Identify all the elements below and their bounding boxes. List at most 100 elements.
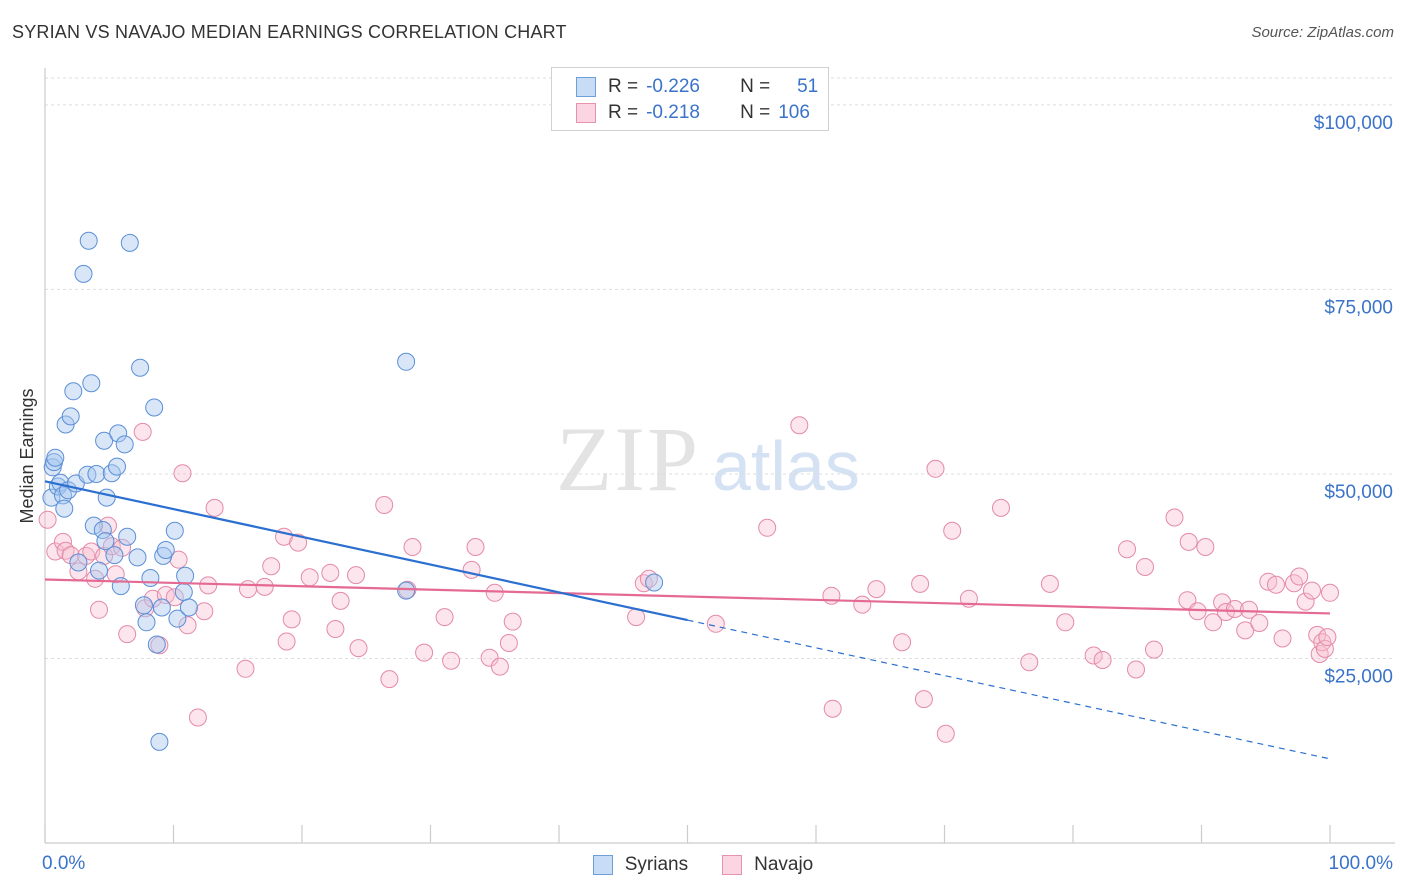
legend-n-label: N = [740, 102, 771, 123]
navajo-point [188, 708, 207, 727]
syrians-point [131, 358, 150, 377]
syrians-point [645, 573, 664, 592]
syrians-points [42, 231, 664, 751]
axis-labels: $25,000 $50,000 $75,000 $100,000 0.0% 100.0% M… [17, 113, 1393, 874]
navajo-point [1303, 581, 1321, 600]
syrians-point [111, 577, 130, 596]
navajo-point [822, 586, 841, 605]
syrians-point [145, 398, 164, 417]
navajo-point [992, 498, 1010, 517]
syrians-point [134, 596, 153, 615]
series-legend-syrians[interactable]: Syrians [592, 854, 688, 876]
navajo-point [61, 546, 80, 565]
legend-r-label: R = [608, 102, 639, 123]
syrians-point [128, 548, 147, 567]
navajo-point [706, 614, 725, 633]
navajo-point [1093, 651, 1112, 669]
navajo-point [205, 498, 224, 517]
syrians-point [95, 431, 114, 450]
navajo-point [86, 569, 105, 588]
navajo-point [1318, 628, 1337, 647]
navajo-point [90, 600, 108, 619]
syrians-point [115, 435, 134, 454]
syrians-point [90, 561, 108, 580]
navajo-point [926, 459, 945, 478]
navajo-point [790, 416, 809, 435]
navajo-point [173, 464, 192, 483]
navajo-point [1136, 558, 1154, 576]
navajo-point [380, 670, 399, 689]
navajo-point [255, 577, 274, 596]
navajo-point [914, 690, 933, 709]
navajo-point [435, 608, 454, 627]
syrians-point [78, 465, 97, 484]
navajo-point [1118, 540, 1136, 559]
navajo-point [853, 595, 872, 614]
chart-title: SYRIAN VS NAVAJO MEDIAN EARNINGS CORRELA… [12, 22, 567, 42]
syrians-point [82, 374, 101, 393]
grid-lines [45, 77, 1395, 659]
navajo-point [1196, 538, 1215, 556]
syrians-point [118, 527, 137, 546]
syrians-point [74, 264, 93, 283]
syrians-trend-extension [687, 619, 1331, 760]
navajo-point [943, 521, 962, 540]
navajo-point [199, 576, 218, 595]
navajo-point [1310, 645, 1329, 663]
navajo-point [133, 422, 152, 441]
navajo-point [1296, 592, 1315, 611]
syrians-point [174, 583, 193, 601]
navajo-point [893, 633, 912, 652]
axes [44, 68, 1395, 844]
syrians-point [152, 598, 171, 617]
navajo-point [165, 588, 184, 607]
navajo-point [1250, 614, 1269, 632]
navajo-point [442, 651, 461, 670]
legend-n-value: 51 [797, 76, 819, 97]
syrians-point [55, 499, 74, 518]
legend-swatch-navajo [576, 103, 596, 123]
navajo-point [321, 563, 340, 582]
navajo-points [38, 416, 1339, 743]
syrians-point [79, 231, 98, 250]
navajo-point [485, 583, 504, 602]
syrians-point [42, 488, 61, 507]
navajo-point [1240, 600, 1258, 619]
navajo-point [236, 659, 255, 678]
navajo-point [490, 657, 509, 676]
navajo-point [277, 632, 296, 651]
syrians-point [54, 486, 72, 505]
y-tick-label: $75,000 [1324, 297, 1393, 318]
syrians-point [176, 566, 195, 585]
trend-lines [44, 480, 1331, 760]
navajo-point [282, 610, 301, 629]
navajo-point [911, 574, 930, 593]
syrians-point [61, 407, 80, 426]
navajo-point [1225, 600, 1244, 618]
watermark-zip: ZIP [556, 408, 700, 510]
source-label: Source: ZipAtlas.com [1251, 24, 1394, 41]
legend-n-label: N = [740, 76, 771, 97]
navajo-point [1084, 646, 1103, 665]
navajo-trend-line [44, 578, 1331, 615]
series-legend-label: Navajo [754, 854, 814, 875]
navajo-point [289, 533, 308, 552]
navajo-point [262, 557, 281, 576]
syrians-point [179, 598, 198, 617]
navajo-point [375, 496, 394, 514]
legend-r-label: R = [608, 76, 639, 97]
y-tick-label: $100,000 [1314, 113, 1393, 134]
navajo-point [1040, 574, 1059, 593]
navajo-point [1056, 613, 1075, 632]
navajo-point [415, 643, 434, 662]
navajo-point [46, 542, 65, 561]
navajo-point [1020, 653, 1039, 672]
navajo-point [347, 566, 365, 585]
series-legend-navajo[interactable]: Navajo [722, 854, 813, 876]
navajo-point [349, 639, 368, 658]
syrians-point [69, 553, 88, 572]
syrians-point [397, 581, 416, 600]
navajo-point [867, 580, 886, 599]
navajo-point [1236, 621, 1255, 640]
